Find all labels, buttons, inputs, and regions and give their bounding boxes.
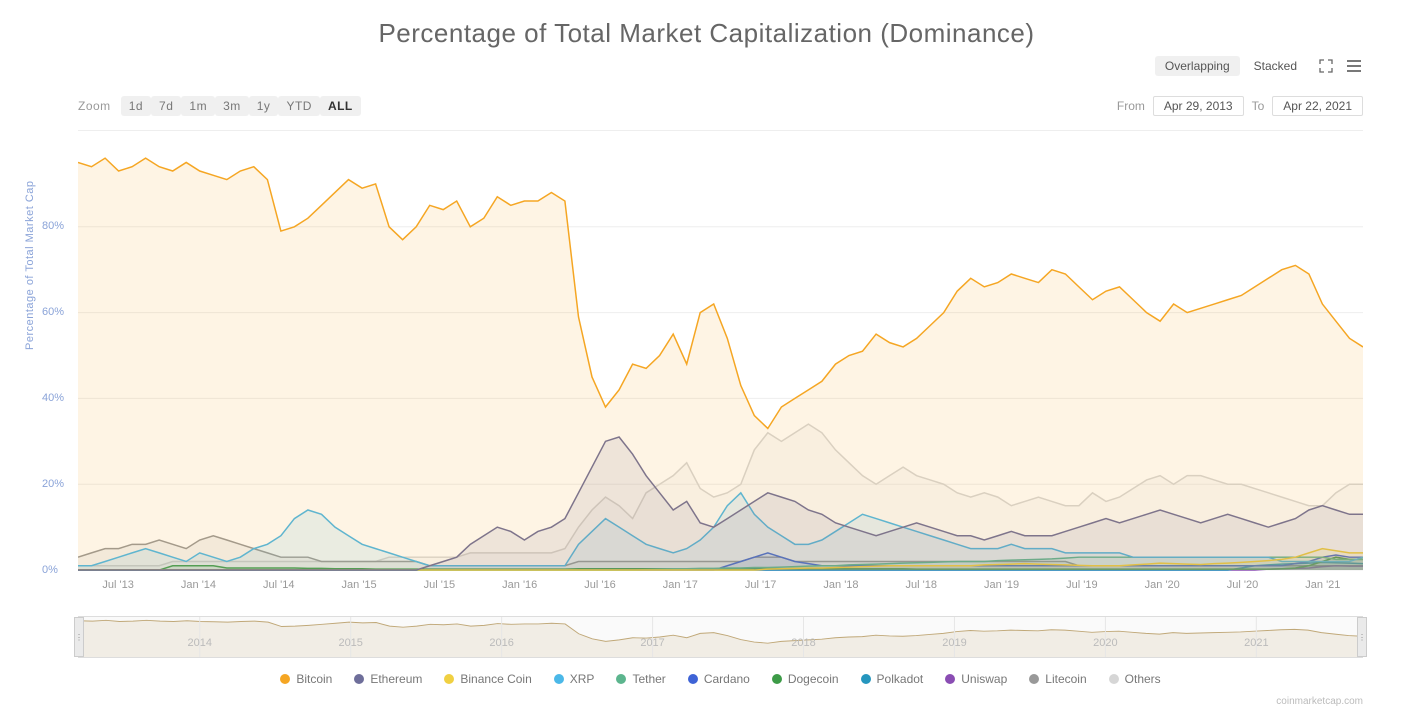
legend-item-bitcoin[interactable]: Bitcoin: [280, 672, 332, 686]
legend-label: Binance Coin: [460, 672, 531, 686]
legend-label: Tether: [632, 672, 665, 686]
legend-label: XRP: [570, 672, 595, 686]
nav-year-label: 2020: [1093, 637, 1117, 649]
zoom-btn-3m[interactable]: 3m: [215, 96, 249, 116]
y-tick-label: 80%: [42, 220, 64, 232]
chart-title: Percentage of Total Market Capitalizatio…: [0, 0, 1413, 49]
legend-item-polkadot[interactable]: Polkadot: [861, 672, 924, 686]
attribution: coinmarketcap.com: [1276, 696, 1363, 707]
legend-item-tether[interactable]: Tether: [616, 672, 665, 686]
x-tick-label: Jul '18: [906, 579, 937, 591]
to-label: To: [1252, 99, 1265, 113]
series-area-bitcoin: [78, 158, 1363, 570]
nav-handle-left[interactable]: ⋮: [74, 617, 84, 657]
x-tick-label: Jul '14: [263, 579, 294, 591]
legend-dot-icon: [1029, 674, 1039, 684]
nav-year-label: 2018: [791, 637, 815, 649]
legend-dot-icon: [1109, 674, 1119, 684]
nav-year-label: 2014: [188, 637, 212, 649]
legend-label: Ethereum: [370, 672, 422, 686]
zoom-btn-1d[interactable]: 1d: [121, 96, 151, 116]
nav-year-label: 2021: [1244, 637, 1268, 649]
legend-item-binance-coin[interactable]: Binance Coin: [444, 672, 531, 686]
view-mode-controls: Overlapping Stacked: [1155, 56, 1363, 76]
x-tick-label: Jan '17: [663, 579, 698, 591]
nav-year-label: 2019: [942, 637, 966, 649]
x-tick-label: Jul '17: [745, 579, 776, 591]
x-tick-label: Jul '20: [1227, 579, 1258, 591]
legend-item-dogecoin[interactable]: Dogecoin: [772, 672, 839, 686]
menu-icon[interactable]: [1345, 57, 1363, 75]
legend-label: Others: [1125, 672, 1161, 686]
x-tick-label: Jul '13: [102, 579, 133, 591]
x-tick-label: Jan '18: [823, 579, 858, 591]
y-tick-label: 0%: [42, 564, 58, 576]
legend-item-cardano[interactable]: Cardano: [688, 672, 750, 686]
legend-dot-icon: [945, 674, 955, 684]
x-tick-label: Jan '21: [1305, 579, 1340, 591]
x-tick-label: Jul '15: [424, 579, 455, 591]
legend-dot-icon: [280, 674, 290, 684]
chart-area[interactable]: Jul '13 Jan '14 Jul '14 Jan '15 Jul '15 Jan '…: [78, 130, 1363, 598]
to-date-input[interactable]: Apr 22, 2021: [1272, 96, 1363, 116]
legend-item-xrp[interactable]: XRP: [554, 672, 595, 686]
range-navigator[interactable]: ⋮ ⋮ 20142015201620172018201920202021: [78, 616, 1363, 658]
zoom-btn-1m[interactable]: 1m: [181, 96, 215, 116]
legend-item-litecoin[interactable]: Litecoin: [1029, 672, 1086, 686]
zoom-btn-ytd[interactable]: YTD: [278, 96, 320, 116]
zoom-label: Zoom: [78, 99, 111, 113]
y-axis-label: Percentage of Total Market Cap: [24, 181, 36, 351]
legend: Bitcoin Ethereum Binance Coin XRP Tether Card…: [78, 672, 1363, 686]
date-range-controls: From Apr 29, 2013 To Apr 22, 2021: [1117, 96, 1363, 116]
legend-dot-icon: [861, 674, 871, 684]
legend-label: Polkadot: [877, 672, 924, 686]
nav-year-label: 2017: [640, 637, 664, 649]
legend-label: Litecoin: [1045, 672, 1086, 686]
zoom-btn-7d[interactable]: 7d: [151, 96, 181, 116]
nav-year-label: 2016: [489, 637, 513, 649]
legend-item-ethereum[interactable]: Ethereum: [354, 672, 422, 686]
legend-dot-icon: [354, 674, 364, 684]
stacked-toggle[interactable]: Stacked: [1244, 56, 1307, 76]
legend-dot-icon: [772, 674, 782, 684]
zoom-controls: Zoom 1d7d1m3m1yYTDALL: [78, 99, 361, 113]
x-tick-label: Jul '16: [584, 579, 615, 591]
legend-dot-icon: [616, 674, 626, 684]
nav-handle-right[interactable]: ⋮: [1357, 617, 1367, 657]
legend-dot-icon: [688, 674, 698, 684]
legend-item-others[interactable]: Others: [1109, 672, 1161, 686]
overlapping-toggle[interactable]: Overlapping: [1155, 56, 1240, 76]
x-tick-label: Jan '15: [342, 579, 377, 591]
x-tick-label: Jan '16: [502, 579, 537, 591]
x-tick-label: Jul '19: [1066, 579, 1097, 591]
y-tick-label: 20%: [42, 478, 64, 490]
y-tick-label: 60%: [42, 306, 64, 318]
legend-label: Uniswap: [961, 672, 1007, 686]
legend-label: Dogecoin: [788, 672, 839, 686]
fullscreen-icon[interactable]: [1317, 57, 1335, 75]
legend-label: Cardano: [704, 672, 750, 686]
zoom-btn-all[interactable]: ALL: [320, 96, 361, 116]
zoom-btn-1y[interactable]: 1y: [249, 96, 279, 116]
from-label: From: [1117, 99, 1145, 113]
legend-dot-icon: [444, 674, 454, 684]
from-date-input[interactable]: Apr 29, 2013: [1153, 96, 1244, 116]
nav-year-label: 2015: [338, 637, 362, 649]
controls-row: Zoom 1d7d1m3m1yYTDALL From Apr 29, 2013 …: [78, 96, 1363, 116]
y-tick-label: 40%: [42, 392, 64, 404]
legend-label: Bitcoin: [296, 672, 332, 686]
x-tick-label: Jan '20: [1145, 579, 1180, 591]
x-tick-label: Jan '19: [984, 579, 1019, 591]
legend-dot-icon: [554, 674, 564, 684]
legend-item-uniswap[interactable]: Uniswap: [945, 672, 1007, 686]
x-tick-label: Jan '14: [181, 579, 216, 591]
